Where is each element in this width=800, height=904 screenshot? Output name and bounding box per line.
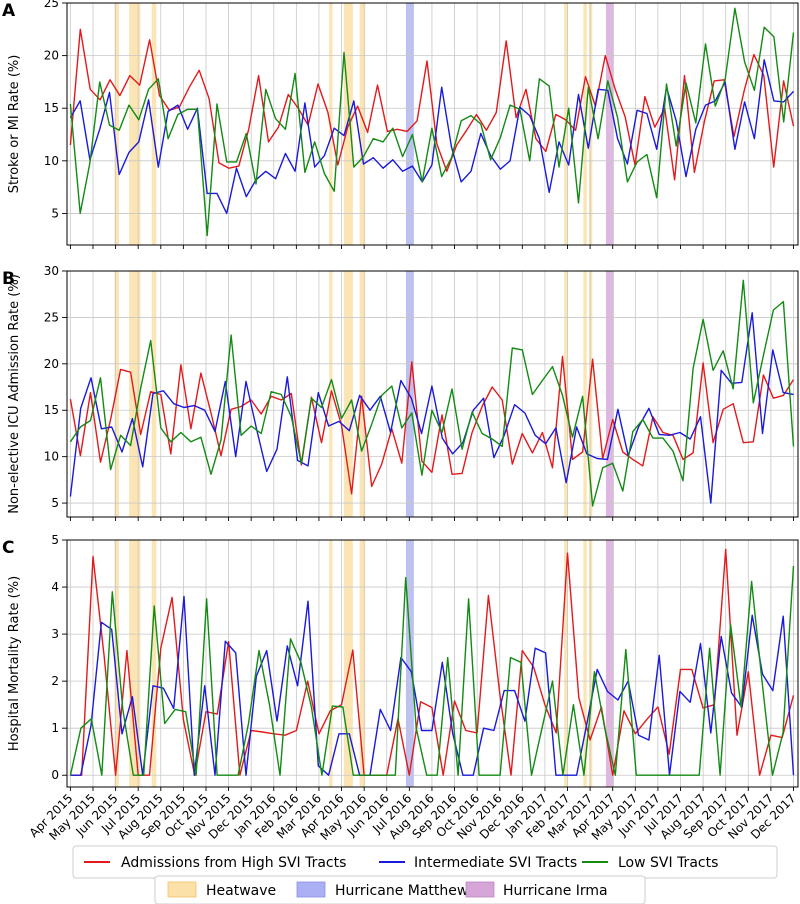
plot-frame: [66, 2, 799, 246]
band-matthew: [405, 271, 414, 517]
ytick-label: 30: [44, 264, 59, 278]
plot-frame: [66, 539, 799, 788]
band-heatwave: [329, 3, 333, 245]
ytick-label: 10: [44, 450, 59, 464]
legend-swatch-irma: [465, 881, 495, 898]
legend-label-matthew: Hurricane Matthew: [335, 883, 468, 899]
band-heatwave: [114, 3, 119, 245]
panel-letter: B: [2, 269, 15, 289]
band-irma: [605, 271, 614, 517]
band-heatwave: [151, 3, 157, 245]
legend-label-high: Admissions from High SVI Tracts: [121, 855, 346, 871]
ytick-label: 20: [44, 49, 59, 63]
series-line-high: [69, 355, 795, 495]
band-heatwave: [588, 3, 593, 245]
band-heatwave: [588, 271, 593, 517]
ytick-label: 5: [51, 206, 59, 220]
series-line-high: [70, 548, 795, 776]
ytick-label: 15: [44, 403, 59, 417]
band-heatwave: [114, 271, 119, 517]
band-heatwave: [329, 540, 333, 787]
ytick-label: 10: [44, 154, 59, 168]
panel-c: 0 1 2 3 4 5 C Hospital Mortality Rate (%): [2, 533, 799, 791]
series-line-low: [69, 565, 795, 776]
ytick-label: 15: [44, 101, 59, 115]
series-line-intermediate: [69, 312, 794, 504]
band-heatwave: [583, 540, 587, 787]
ytick-label: 3: [51, 627, 59, 641]
series-line-high: [69, 28, 795, 181]
ytick-label: 2: [51, 674, 59, 688]
series-line-low: [69, 279, 795, 507]
band-heatwave: [114, 540, 119, 787]
band-matthew: [405, 3, 414, 245]
band-heatwave: [129, 540, 141, 787]
band-heatwave: [343, 540, 353, 787]
ytick-label: 1: [51, 721, 59, 735]
series-line-intermediate: [70, 595, 795, 776]
y-axis-label: Stroke or MI Rate (%): [7, 55, 22, 194]
band-heatwave: [343, 3, 353, 245]
ytick-label: 0: [51, 768, 59, 782]
panel-letter: C: [2, 538, 14, 558]
legend-swatch-matthew: [296, 881, 326, 898]
band-heatwave: [359, 540, 366, 787]
panel-a: 5 10 15 20 25 A Stroke or MI Rate (%): [2, 0, 799, 249]
band-heatwave: [343, 271, 353, 517]
band-heatwave: [151, 271, 157, 517]
ytick-label: 20: [44, 357, 59, 371]
legend-label-intermediate: Intermediate SVI Tracts: [414, 855, 577, 871]
panel-letter: A: [2, 1, 16, 21]
y-axis-label: Non-elective ICU Admission Rate (%): [7, 274, 22, 514]
band-heatwave: [129, 3, 141, 245]
legend-swatch-heatwave: [167, 881, 197, 898]
ytick-label: 25: [44, 0, 59, 10]
band-heatwave: [359, 271, 366, 517]
ytick-label: 5: [51, 496, 59, 510]
legend-label-heatwave: Heatwave: [206, 883, 276, 899]
plot-frame: [66, 270, 799, 518]
band-heatwave: [359, 3, 366, 245]
band-irma: [605, 540, 614, 787]
ytick-label: 25: [44, 310, 59, 324]
legend-events-frame: [154, 875, 646, 904]
band-heatwave: [583, 271, 587, 517]
band-heatwave: [564, 540, 568, 787]
ytick-label: 5: [51, 533, 59, 547]
band-heatwave: [151, 540, 157, 787]
band-heatwave: [588, 540, 593, 787]
legend-label-low: Low SVI Tracts: [618, 855, 718, 871]
legend-label-irma: Hurricane Irma: [503, 883, 608, 899]
legend: Admissions from High SVI Tracts Intermed…: [72, 845, 778, 904]
series-line-low: [69, 7, 795, 237]
series-line-intermediate: [69, 59, 795, 215]
band-matthew: [405, 540, 414, 787]
ytick-label: 4: [51, 580, 59, 594]
band-irma: [605, 3, 614, 245]
y-axis-label: Hospital Mortality Rate (%): [7, 576, 22, 751]
